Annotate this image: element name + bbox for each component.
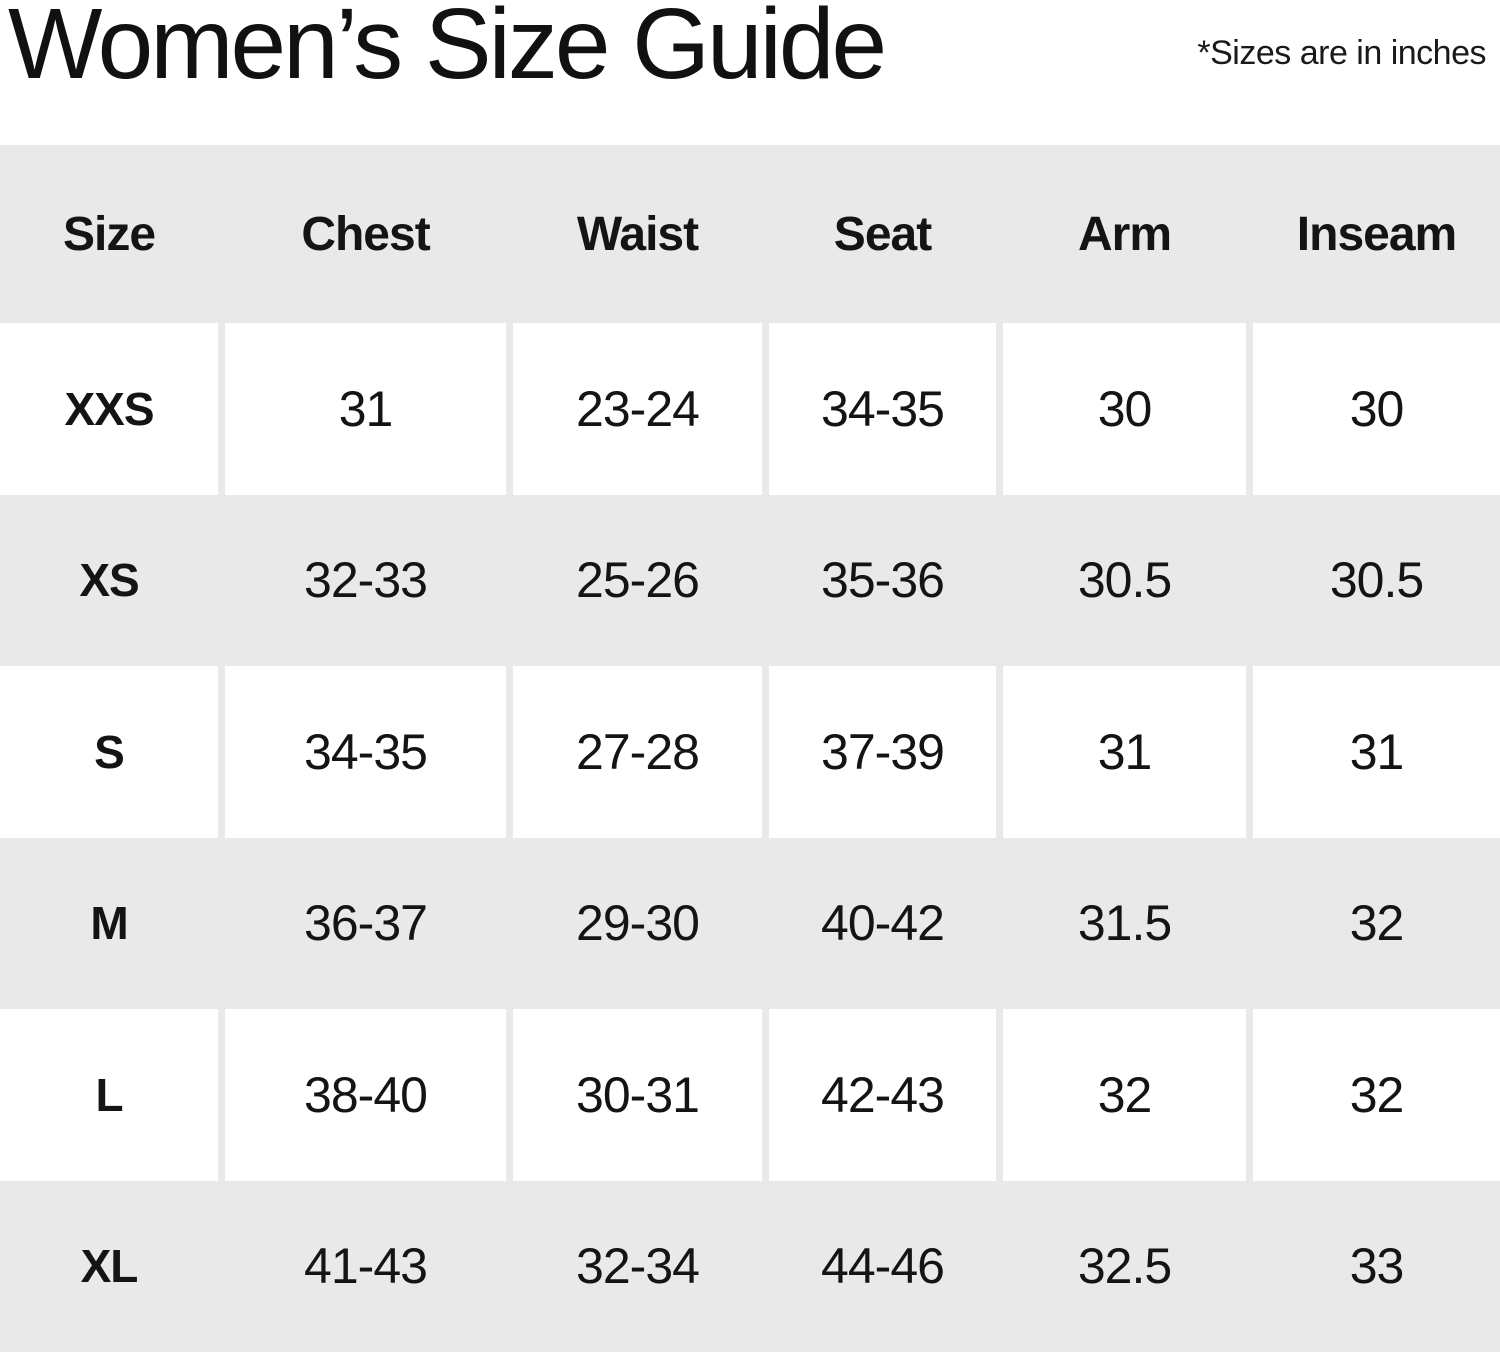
table-row-xxs: XXS 31 23-24 34-35 30 30 — [0, 323, 1500, 495]
seat-value: 44-46 — [821, 1238, 945, 1295]
waist-value: 23-24 — [513, 323, 762, 495]
chest-value: 36-37 — [304, 895, 428, 952]
table-row-m: M 36-37 29-30 40-42 31.5 32 — [0, 838, 1500, 1010]
inseam-value: 30 — [1253, 323, 1500, 495]
chest-value: 31 — [225, 323, 506, 495]
chest-value: 34-35 — [225, 666, 506, 838]
arm-value: 31 — [1003, 666, 1246, 838]
size-label: S — [0, 666, 218, 838]
arm-value: 31.5 — [1077, 895, 1172, 952]
inseam-value: 30.5 — [1329, 552, 1424, 609]
title-bar: Women’s Size Guide *Sizes are in inches — [0, 0, 1500, 145]
waist-value: 30-31 — [513, 1009, 762, 1181]
table-row-xs: XS 32-33 25-26 35-36 30.5 30.5 — [0, 495, 1500, 667]
chest-value: 32-33 — [304, 552, 428, 609]
waist-value: 25-26 — [576, 552, 700, 609]
waist-value: 29-30 — [576, 895, 700, 952]
column-header-size: Size — [62, 207, 156, 261]
size-label: XXS — [0, 323, 218, 495]
inseam-value: 32 — [1349, 895, 1405, 952]
arm-value: 30 — [1003, 323, 1246, 495]
size-label: XL — [80, 1240, 139, 1293]
inseam-value: 31 — [1253, 666, 1500, 838]
waist-value: 32-34 — [576, 1238, 700, 1295]
seat-value: 37-39 — [769, 666, 996, 838]
column-header-waist: Waist — [576, 207, 699, 261]
units-note: *Sizes are in inches — [1197, 34, 1486, 72]
size-label: XS — [79, 554, 139, 607]
inseam-value: 33 — [1349, 1238, 1405, 1295]
seat-value: 35-36 — [821, 552, 945, 609]
size-label: L — [0, 1009, 218, 1181]
table-row-l: L 38-40 30-31 42-43 32 32 — [0, 1009, 1500, 1181]
inseam-value: 32 — [1253, 1009, 1500, 1181]
chest-value: 41-43 — [304, 1238, 428, 1295]
column-header-seat: Seat — [833, 207, 932, 261]
arm-value: 32.5 — [1077, 1238, 1172, 1295]
column-header-inseam: Inseam — [1296, 207, 1457, 261]
table-row-s: S 34-35 27-28 37-39 31 31 — [0, 666, 1500, 838]
table-header-row: Size Chest Waist Seat Arm Inseam — [0, 145, 1500, 323]
waist-value: 27-28 — [513, 666, 762, 838]
column-header-arm: Arm — [1077, 207, 1172, 261]
column-header-chest: Chest — [301, 207, 430, 261]
seat-value: 34-35 — [769, 323, 996, 495]
size-guide-table: Size Chest Waist Seat Arm Inseam XXS 31 … — [0, 145, 1500, 1352]
table-row-xl: XL 41-43 32-34 44-46 32.5 33 — [0, 1181, 1500, 1352]
seat-value: 40-42 — [821, 895, 945, 952]
chest-value: 38-40 — [225, 1009, 506, 1181]
size-label: M — [90, 897, 128, 950]
seat-value: 42-43 — [769, 1009, 996, 1181]
page-title: Women’s Size Guide — [8, 0, 887, 100]
arm-value: 32 — [1003, 1009, 1246, 1181]
arm-value: 30.5 — [1077, 552, 1172, 609]
